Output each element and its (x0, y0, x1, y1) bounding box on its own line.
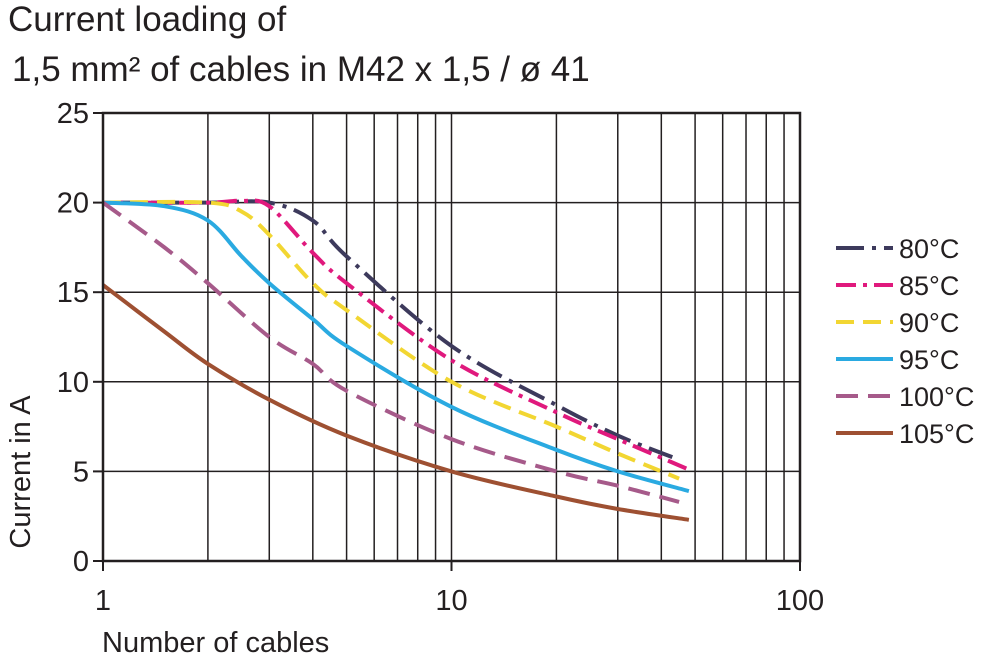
x-tick-label: 100 (776, 585, 824, 617)
y-tick-label: 20 (57, 188, 89, 220)
x-tick-labels: 1 10 100 (95, 561, 824, 617)
series-line (101, 200, 680, 504)
series-line (102, 199, 680, 481)
y-tick-label: 10 (57, 367, 89, 399)
legend-label: 100°C (899, 382, 974, 412)
series-line (102, 200, 690, 494)
y-tick-label: 5 (73, 456, 89, 488)
y-axis-label: Current in A (5, 395, 37, 549)
x-tick-label: 1 (95, 585, 111, 617)
legend: 80°C 85°C 90°C 95°C 100°C 105°C (836, 234, 974, 449)
x-tick-label: 10 (435, 585, 467, 617)
series-line (103, 199, 674, 459)
legend-label: 90°C (899, 308, 959, 338)
y-tick-label: 15 (57, 277, 89, 309)
legend-label: 95°C (899, 345, 959, 375)
legend-label: 80°C (899, 234, 959, 264)
y-tick-label: 25 (57, 98, 89, 130)
chart-title-line-1: Current loading of (8, 0, 287, 39)
plot-series (101, 198, 690, 522)
y-tick-labels: 0 5 10 15 20 25 (57, 98, 103, 578)
legend-label: 105°C (899, 419, 974, 449)
y-tick-label: 0 (73, 546, 89, 578)
series-line (102, 198, 690, 472)
grid-lines (103, 113, 800, 561)
legend-label: 85°C (899, 271, 959, 301)
x-axis-label: Number of cables (102, 627, 329, 659)
chart-title-line-2: 1,5 mm² of cables in M42 x 1,5 / ø 41 (12, 50, 590, 89)
series-line (101, 283, 690, 522)
